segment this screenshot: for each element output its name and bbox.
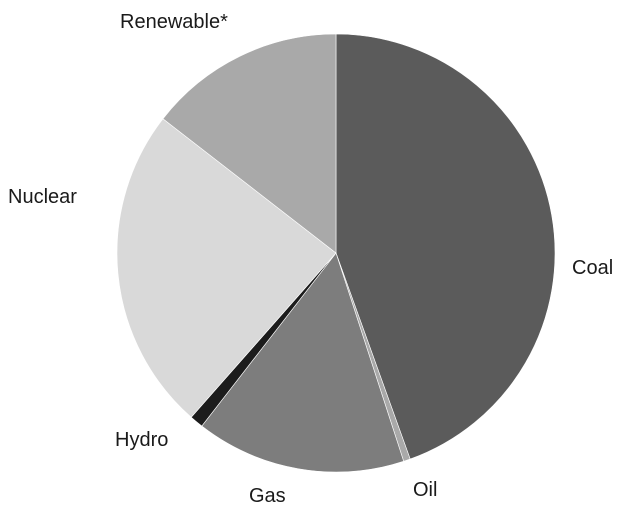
label-hydro: Hydro [115,429,168,451]
pie-labels: Coal Oil Gas Hydro Nuclear Renewable* [8,11,613,506]
slice-coal [335,33,556,460]
label-coal: Coal [572,257,613,279]
slice-gas [201,252,405,473]
label-gas: Gas [249,485,286,506]
slice-nuclear [116,118,337,418]
pie-slices [116,33,556,473]
label-nuclear: Nuclear [8,186,77,208]
slice-renewable [162,33,337,254]
label-renewable: Renewable* [120,11,228,33]
label-oil: Oil [413,479,437,501]
